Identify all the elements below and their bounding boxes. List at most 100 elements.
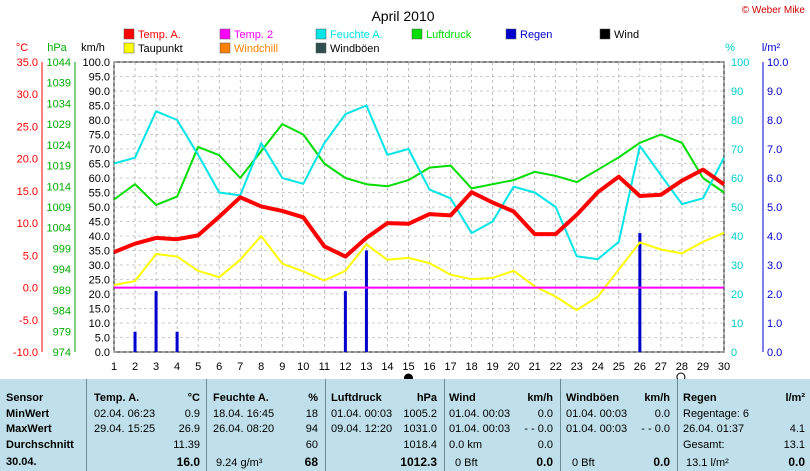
tick-label-kmh: 20.0 (89, 289, 110, 301)
tick-label-day: 5 (195, 361, 201, 373)
legend-label: Temp. A. (138, 29, 181, 41)
tick-label-kmh: 60.0 (89, 173, 110, 185)
press-max-value: 1031.0 (403, 423, 437, 435)
temp-min-time: 02.04. 06:23 (94, 408, 156, 420)
tick-label-kmh: 45.0 (89, 217, 110, 229)
tick-label-day: 26 (634, 361, 646, 373)
unit-celsius: °C (16, 42, 28, 54)
tick-label-kmh: 95.0 (89, 72, 110, 84)
tick-label-rain: 4.0 (767, 231, 782, 243)
tick-label-day: 21 (529, 361, 541, 373)
statistics-table: Sensor MinWert MaxWert Durchschnitt 30.0… (0, 379, 810, 471)
legend-swatch (505, 28, 517, 40)
tick-label-day: 19 (486, 361, 498, 373)
press-min-value: 1005.2 (403, 408, 437, 420)
header-rain-unit: l/m² (785, 392, 805, 404)
rain-bar (154, 291, 158, 352)
tick-label-rain: 8.0 (767, 115, 782, 127)
header-hum: Feuchte A. (213, 392, 269, 404)
unit-percent: % (725, 42, 735, 54)
rain-current-value: 0.0 (788, 455, 805, 469)
tick-label-kmh: 40.0 (89, 231, 110, 243)
wind-min-value: 0.0 (537, 408, 553, 420)
tick-label-kmh: 35.0 (89, 246, 110, 258)
hum-max-time: 26.04. 08:20 (213, 423, 275, 435)
legend-swatch (599, 28, 611, 40)
tick-label-day: 14 (381, 361, 393, 373)
chart-title: April 2010 (371, 8, 434, 24)
tick-label-day: 10 (297, 361, 309, 373)
header-sensor: Sensor (6, 392, 44, 404)
press-min-time: 01.04. 00:03 (331, 408, 393, 420)
hum-max-value: 94 (305, 423, 318, 435)
wind-current-bft: 0 Bft (455, 457, 478, 469)
wind-distance: 0.0 km (449, 439, 483, 451)
tick-label-day: 18 (465, 361, 477, 373)
tick-label-rain: 2.0 (767, 289, 782, 301)
gust-min-time: 01.04. 00:03 (566, 408, 628, 420)
gust-current-bft: 0 Bft (572, 457, 595, 469)
tick-label-day: 23 (571, 361, 583, 373)
legend-swatch (315, 28, 327, 40)
tick-label-rain: 7.0 (767, 144, 782, 156)
press-avg-value: 1018.4 (403, 439, 437, 451)
tick-label-day: 4 (174, 361, 180, 373)
tick-label-percent: 100 (731, 57, 749, 69)
rain-total-value: 13.1 (783, 439, 805, 451)
rain-bar (133, 331, 137, 352)
moon-phase-markers (403, 372, 686, 379)
header-rain: Regen (683, 392, 717, 404)
tick-label-percent: 80 (731, 115, 743, 127)
row-label-current: 30.04. (6, 456, 37, 468)
tick-label-rain: 0.0 (767, 347, 782, 359)
tick-label-rain: 9.0 (767, 86, 782, 98)
wind-current-value: 0.0 (536, 455, 553, 469)
copyright-label: © Weber Mike (742, 5, 806, 16)
tick-label-day: 13 (360, 361, 372, 373)
tick-label-day: 11 (319, 361, 330, 373)
legend-label: Windböen (330, 43, 380, 55)
hum-min-value: 18 (305, 408, 318, 420)
tick-label-percent: 90 (731, 86, 743, 98)
temp-current-value: 16.0 (176, 455, 200, 469)
legend-swatch (123, 42, 135, 54)
series-layer (113, 104, 726, 352)
tick-label-day: 1 (111, 361, 117, 373)
tick-label-rain: 3.0 (767, 260, 782, 272)
tick-label-hpa: 1004 (47, 223, 71, 235)
wind-avg-value: 0.0 (537, 439, 553, 451)
tick-label-day: 2 (132, 361, 138, 373)
tick-label-kmh: 85.0 (89, 101, 110, 113)
tick-label-celsius: 15.0 (17, 186, 38, 198)
header-gust-unit: km/h (644, 392, 670, 404)
rain-max-time: 26.04. 01:37 (683, 423, 745, 435)
tick-label-hpa: 1029 (47, 119, 71, 131)
tick-label-hpa: 989 (53, 285, 71, 297)
tick-label-hpa: 1039 (47, 78, 71, 90)
tick-label-kmh: 90.0 (89, 86, 110, 98)
tick-label-hpa: 1009 (47, 202, 71, 214)
gust-max-value: - - 0.0 (641, 423, 670, 435)
gust-min-value: 0.0 (654, 408, 670, 420)
tick-label-day: 12 (339, 361, 351, 373)
tick-label-percent: 60 (731, 173, 743, 185)
tick-label-percent: 50 (731, 202, 743, 214)
divider (325, 379, 326, 471)
tick-label-rain: 1.0 (767, 318, 782, 330)
tick-label-kmh: 5.0 (95, 333, 110, 345)
rain-current-total: 13.1 l/m² (686, 457, 729, 469)
divider (444, 379, 445, 471)
unit-rain: l/m² (762, 42, 781, 54)
series-line-luftdruck (113, 123, 725, 206)
legend-label: Windchill (234, 43, 278, 55)
tick-label-kmh: 100.0 (82, 57, 110, 69)
wind-max-value: - - 0.0 (524, 423, 553, 435)
row-label-max: MaxWert (6, 423, 52, 435)
tick-label-celsius: 0.0 (23, 283, 38, 295)
tick-label-celsius: -10.0 (13, 347, 38, 359)
legend-label: Feuchte A. (330, 29, 383, 41)
legend: Temp. A. Temp. 2 Feuchte A. Luftdruck Regen W… (123, 28, 639, 55)
tick-label-day: 17 (444, 361, 456, 373)
grid (113, 61, 725, 353)
tick-label-celsius: 35.0 (17, 57, 38, 69)
